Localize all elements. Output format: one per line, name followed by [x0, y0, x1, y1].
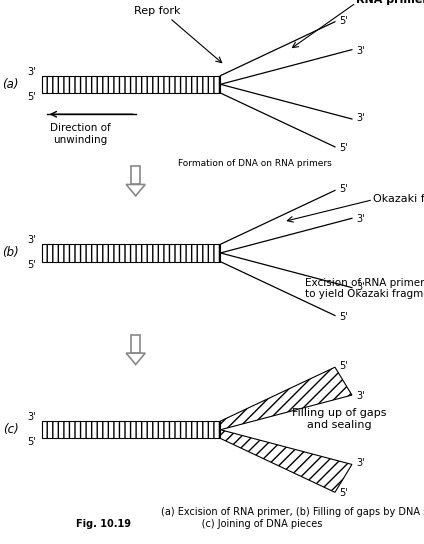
Text: 5': 5' — [27, 92, 36, 102]
Text: Direction of
unwinding: Direction of unwinding — [50, 123, 111, 145]
Text: RNA primer: RNA primer — [356, 0, 424, 5]
Text: 3': 3' — [28, 236, 36, 245]
Text: 5': 5' — [339, 312, 348, 322]
Text: 5': 5' — [339, 184, 348, 194]
Text: 3': 3' — [356, 459, 365, 468]
Text: 3': 3' — [356, 391, 365, 401]
Bar — [42, 421, 220, 438]
Polygon shape — [220, 430, 352, 492]
Text: (c): (c) — [3, 423, 19, 436]
Polygon shape — [126, 353, 145, 364]
Text: Excision of RNA primers
to yield Okazaki fragments: Excision of RNA primers to yield Okazaki… — [305, 277, 424, 299]
Text: 5': 5' — [339, 361, 348, 371]
Polygon shape — [126, 184, 145, 196]
Text: Formation of DNA on RNA primers: Formation of DNA on RNA primers — [178, 159, 331, 168]
Text: Filling up of gaps
and sealing: Filling up of gaps and sealing — [292, 408, 386, 430]
Text: (a): (a) — [3, 78, 19, 91]
Bar — [42, 244, 220, 262]
Text: Fig. 10.19: Fig. 10.19 — [76, 519, 131, 529]
Text: 3': 3' — [356, 46, 365, 55]
Bar — [131, 335, 140, 353]
Text: 5': 5' — [339, 143, 348, 153]
Text: (a) Excision of RNA primer, (b) Filling of gaps by DNA segments;
             (c: (a) Excision of RNA primer, (b) Filling … — [161, 507, 424, 529]
Text: 3': 3' — [28, 412, 36, 422]
Text: Okazaki fragments: Okazaki fragments — [373, 194, 424, 203]
Text: Rep fork: Rep fork — [134, 7, 180, 16]
Text: 5': 5' — [339, 16, 348, 26]
Text: (b): (b) — [2, 246, 19, 259]
Text: 3': 3' — [356, 214, 365, 224]
Bar — [42, 76, 220, 93]
Text: 5': 5' — [339, 489, 348, 498]
Text: 3': 3' — [356, 282, 365, 292]
Text: 5': 5' — [27, 261, 36, 270]
Text: 3': 3' — [356, 113, 365, 123]
Text: 5': 5' — [27, 437, 36, 447]
Text: 3': 3' — [28, 67, 36, 77]
Bar — [131, 166, 140, 184]
Polygon shape — [220, 367, 352, 430]
